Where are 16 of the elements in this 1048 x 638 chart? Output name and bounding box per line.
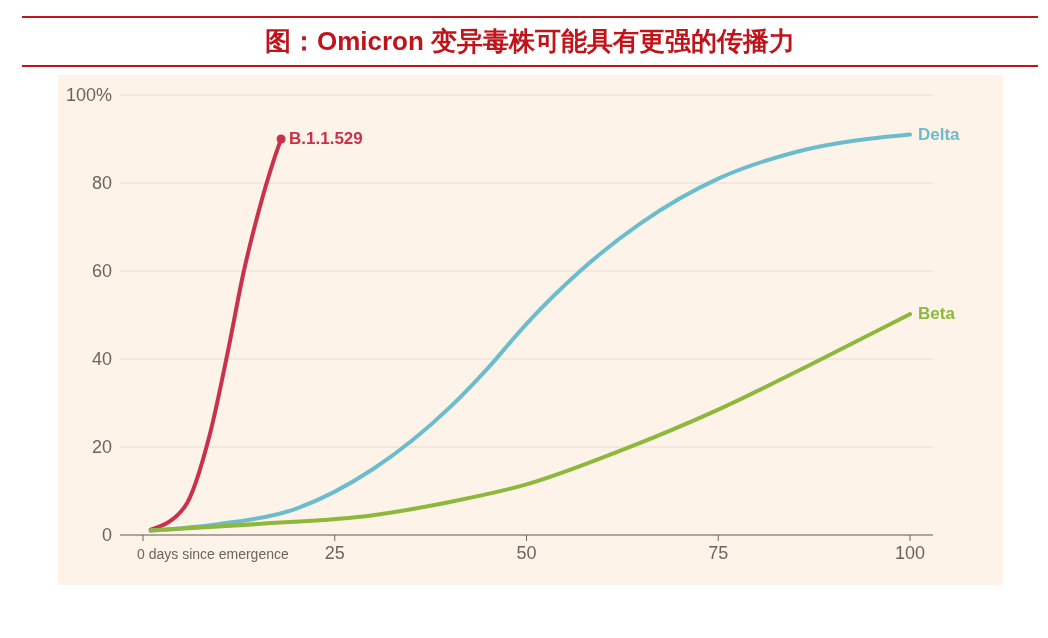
y-tick-label: 0 (101, 525, 112, 546)
y-tick-label: 20 (91, 437, 112, 458)
x-tick-label: 50 (516, 543, 537, 563)
line-series (148, 312, 912, 533)
x-tick-label: 0 days since emergence (137, 546, 289, 562)
x-tick-label: 75 (708, 543, 729, 563)
x-tick-label: 25 (324, 543, 345, 563)
y-tick-label: 100% (65, 85, 112, 106)
chart-title: 图：Omicron 变异毒株可能具有更强的传播力 (22, 16, 1038, 67)
y-tick-label: 40 (91, 349, 112, 370)
y-tick-label: 80 (91, 173, 112, 194)
y-tick-label: 60 (91, 261, 112, 282)
series-label: Beta (917, 304, 956, 324)
series-label: B.1.1.529 (289, 129, 363, 148)
x-tick-label: 100 (894, 543, 926, 563)
series-label: Delta (917, 124, 961, 144)
